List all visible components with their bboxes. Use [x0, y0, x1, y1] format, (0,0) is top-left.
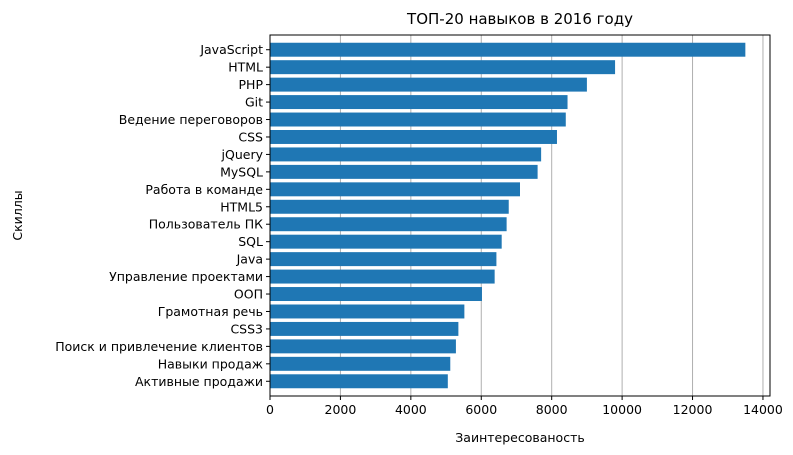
- bar: [270, 217, 507, 232]
- y-tick-label: Пользователь ПК: [149, 217, 263, 232]
- bar: [270, 374, 448, 389]
- x-tick-label: 0: [266, 402, 274, 417]
- bar: [270, 95, 568, 110]
- x-tick-label: 8000: [536, 402, 568, 417]
- bar: [270, 304, 465, 319]
- y-tick-label: Грамотная речь: [158, 304, 263, 319]
- bar: [270, 164, 538, 179]
- chart-title: ТОП-20 навыков в 2016 году: [406, 10, 633, 28]
- bar: [270, 269, 495, 284]
- y-tick-label: CSS: [238, 129, 263, 144]
- x-tick-label: 10000: [602, 402, 642, 417]
- y-tick-label: Работа в команде: [145, 182, 263, 197]
- y-tick-label: HTML5: [220, 199, 263, 214]
- y-tick-label: MySQL: [220, 164, 263, 179]
- y-tick-label: Активные продажи: [135, 374, 263, 389]
- bar: [270, 287, 482, 302]
- y-tick-label: Управление проектами: [109, 269, 263, 284]
- bar: [270, 199, 509, 214]
- y-tick-label: Java: [236, 252, 263, 267]
- bars: [270, 42, 746, 389]
- x-axis-label: Заинтересованость: [455, 430, 584, 445]
- bar: [270, 77, 587, 92]
- bar: [270, 147, 542, 162]
- plot-border: [269, 34, 771, 397]
- bar: [270, 182, 520, 197]
- x-tick-label: 2000: [325, 402, 357, 417]
- bar: [270, 321, 459, 336]
- bar: [270, 252, 497, 267]
- y-tick-label: JavaScript: [199, 42, 263, 57]
- bar: [270, 234, 502, 249]
- bar: [270, 112, 566, 127]
- y-axis-label: Скиллы: [10, 190, 25, 240]
- bar: [270, 339, 456, 354]
- y-tick-label: Поиск и привлечение клиентов: [55, 339, 263, 354]
- y-tick-label: Ведение переговоров: [119, 112, 263, 127]
- x-tick-label: 6000: [465, 402, 497, 417]
- bar: [270, 356, 451, 371]
- y-tick-label: SQL: [238, 234, 263, 249]
- y-tick-label: Навыки продаж: [158, 356, 263, 371]
- y-tick-label: ООП: [234, 287, 263, 302]
- bar: [270, 60, 616, 75]
- x-tick-label: 14000: [743, 402, 783, 417]
- y-tick-label: HTML: [228, 60, 263, 75]
- y-tick-label: jQuery: [221, 147, 264, 162]
- y-tick-label: CSS3: [230, 321, 263, 336]
- y-tick-label: Git: [245, 95, 263, 110]
- x-tick-label: 4000: [395, 402, 427, 417]
- y-axis-ticks: JavaScript HTML PHP Git Ведение переговоров C…: [55, 42, 270, 389]
- y-tick-label: PHP: [239, 77, 264, 92]
- plot-frame: [269, 34, 771, 397]
- bar: [270, 129, 557, 144]
- x-tick-label: 12000: [673, 402, 713, 417]
- bar: [270, 42, 746, 57]
- x-axis-ticks: 0 2000 4000 6000 8000 10000 12000 14000: [266, 396, 783, 417]
